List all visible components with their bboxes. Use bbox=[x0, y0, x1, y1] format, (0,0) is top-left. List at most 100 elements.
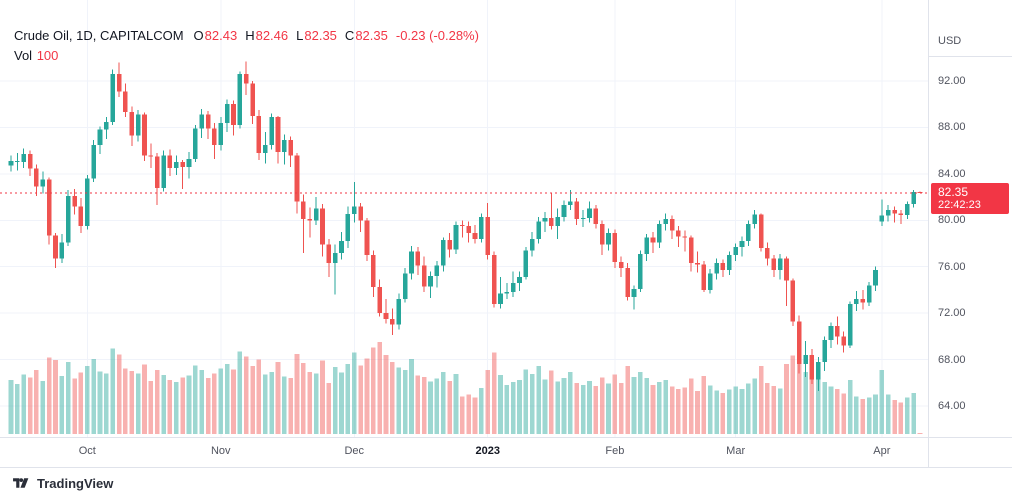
candle-body bbox=[46, 179, 52, 236]
volume-bar bbox=[796, 358, 802, 434]
high-value: 82.46 bbox=[255, 28, 289, 43]
candle-body bbox=[256, 115, 262, 153]
volume-bar bbox=[428, 381, 433, 434]
candle-body bbox=[504, 292, 510, 294]
volume-bar bbox=[885, 394, 891, 434]
volume-bar bbox=[262, 374, 268, 434]
volume-bar bbox=[135, 373, 141, 434]
volume-bar bbox=[841, 393, 847, 434]
candle-body bbox=[313, 208, 319, 221]
volume-bar bbox=[409, 359, 414, 434]
candle-body bbox=[714, 263, 719, 274]
volume-bar bbox=[65, 361, 71, 434]
volume-bar bbox=[682, 387, 688, 434]
volume-bar bbox=[237, 351, 243, 434]
price-tick-label: 76.00 bbox=[938, 260, 966, 273]
candle-body bbox=[205, 114, 211, 129]
volume-bar bbox=[320, 360, 325, 434]
candle-body bbox=[231, 104, 236, 126]
volume-bar bbox=[447, 380, 452, 434]
candle-body bbox=[409, 251, 414, 274]
candle-body bbox=[491, 255, 497, 304]
volume-bar bbox=[364, 358, 370, 434]
candle-body bbox=[904, 204, 910, 216]
volume-bar bbox=[78, 372, 84, 434]
volume-bar bbox=[650, 385, 656, 434]
candle-body bbox=[40, 179, 46, 187]
volume-bar bbox=[243, 356, 249, 434]
tradingview-brand[interactable]: TradingView bbox=[37, 475, 114, 491]
candle-body bbox=[59, 242, 65, 259]
candle-body bbox=[428, 275, 433, 287]
axis-separator-vertical bbox=[928, 0, 929, 467]
volume-bar bbox=[510, 382, 516, 434]
time-axis-label: Apr bbox=[873, 445, 891, 457]
candle-body bbox=[498, 293, 503, 304]
candle-body bbox=[746, 223, 751, 242]
volume-bar bbox=[688, 378, 694, 434]
time-axis-label: 2023 bbox=[475, 445, 500, 457]
candle-body bbox=[879, 215, 885, 222]
volume-bar bbox=[313, 373, 319, 434]
close-label: C bbox=[344, 28, 355, 43]
symbol-title[interactable]: Crude Oil, 1D, CAPITALCOM bbox=[14, 28, 184, 43]
time-axis-label: Nov bbox=[210, 445, 231, 457]
candle-body bbox=[777, 258, 783, 271]
currency-separator bbox=[929, 56, 1012, 57]
volume-bar bbox=[440, 372, 446, 434]
candle-body bbox=[15, 161, 20, 163]
candle-body bbox=[212, 128, 217, 145]
price-axis[interactable]: USD 92.00 88.00 84.00 80.00 76.00 72.00 68.00 6… bbox=[929, 0, 1012, 437]
volume-bar bbox=[866, 397, 872, 434]
volume-bar bbox=[612, 374, 618, 434]
candle-body bbox=[415, 251, 421, 266]
volume-bar bbox=[815, 373, 821, 434]
candle-body bbox=[536, 221, 541, 239]
volume-bar bbox=[898, 402, 904, 434]
volume-bar bbox=[250, 366, 255, 434]
volume-bar bbox=[479, 387, 484, 434]
volume-bar bbox=[21, 374, 27, 434]
volume-bar bbox=[727, 389, 732, 434]
volume-bar bbox=[587, 380, 592, 434]
candle-body bbox=[460, 224, 465, 227]
volume-bar bbox=[593, 385, 599, 434]
chart-pane[interactable] bbox=[0, 0, 928, 437]
candle-body bbox=[701, 264, 707, 290]
volume-bar bbox=[339, 372, 344, 434]
volume-bar bbox=[383, 354, 389, 434]
candle-body bbox=[154, 156, 160, 188]
volume-bar bbox=[180, 377, 185, 434]
volume-bar bbox=[542, 379, 548, 434]
candle-body bbox=[8, 161, 14, 166]
volume-bar bbox=[784, 363, 789, 434]
volume-bar bbox=[402, 369, 408, 434]
tradingview-logo-icon[interactable] bbox=[12, 475, 31, 491]
candle-body bbox=[873, 270, 878, 286]
price-tick-label: 68.00 bbox=[938, 353, 966, 366]
candle-body bbox=[618, 262, 624, 268]
legend-volume-row: Vol 100 bbox=[14, 47, 479, 65]
volume-bar bbox=[498, 375, 503, 434]
volume-bar bbox=[657, 382, 662, 434]
time-axis[interactable]: Oct Nov Dec 2023 Feb Mar Apr bbox=[0, 438, 928, 467]
candle-body bbox=[650, 237, 656, 243]
candle-body bbox=[224, 104, 230, 123]
candle-body bbox=[644, 237, 649, 254]
candle-body bbox=[657, 223, 662, 243]
candle-body bbox=[542, 217, 548, 222]
currency-label: USD bbox=[938, 35, 962, 47]
volume-bar bbox=[453, 374, 459, 434]
candle-body bbox=[193, 128, 198, 159]
volume-bar bbox=[27, 377, 33, 434]
volume-bar bbox=[847, 379, 853, 434]
volume-bar bbox=[288, 377, 293, 434]
candle-body bbox=[822, 339, 827, 362]
volume-bar bbox=[351, 352, 357, 434]
candle-body bbox=[262, 144, 268, 153]
volume-value: 100 bbox=[36, 48, 59, 63]
price-tick-label: 88.00 bbox=[938, 121, 966, 134]
volume-bar bbox=[193, 365, 198, 434]
candle-body bbox=[555, 216, 560, 227]
candle-body bbox=[466, 226, 471, 234]
